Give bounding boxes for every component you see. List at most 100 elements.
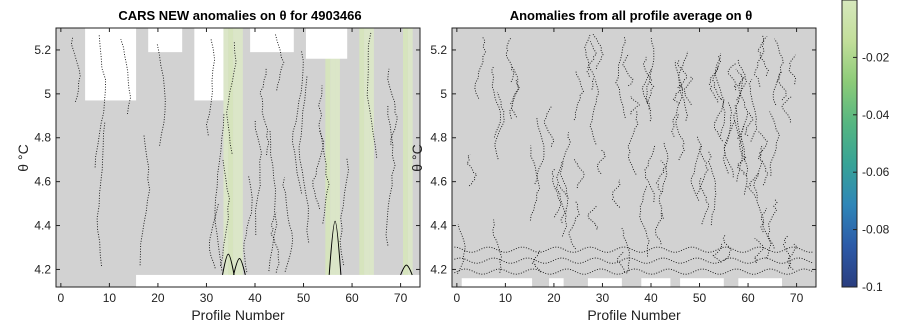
left-y-axis-label: θ °C <box>15 144 31 171</box>
right-dotted-contour <box>466 154 478 187</box>
right-missing-blocks <box>461 278 783 287</box>
left-y-tick-label: 4.6 <box>34 175 51 189</box>
left-green-column <box>228 28 234 287</box>
left-green-column <box>403 28 408 287</box>
right-dotted-contour <box>781 94 792 123</box>
left-x-tick-label: 50 <box>297 291 311 305</box>
left-x-tick-label: 60 <box>345 291 359 305</box>
left-dotted-contour <box>268 130 278 272</box>
left-green-column <box>223 28 229 287</box>
right-dotted-contour <box>529 145 541 221</box>
left-solid-contour <box>233 257 246 276</box>
right-dotted-contour <box>782 234 792 269</box>
right-y-ticks: 4.2 4.4 4.6 4.8 5 5.2 <box>430 43 816 276</box>
right-dotted-contour <box>574 159 585 189</box>
right-dotted-contour <box>735 77 746 161</box>
left-green-column <box>359 28 365 287</box>
left-dotted-contour <box>243 175 253 273</box>
left-dotted-contour <box>385 105 396 246</box>
left-y-tick-label: 4.2 <box>34 262 51 276</box>
right-missing-block <box>680 278 724 287</box>
right-dotted-contour <box>757 130 768 160</box>
right-dotted-contour <box>744 111 754 136</box>
right-dotted-contour <box>777 70 787 101</box>
left-missing-block <box>194 28 224 101</box>
right-y-tick-label: 5 <box>440 87 447 101</box>
left-dotted-contour <box>70 37 81 102</box>
right-dotted-band <box>454 268 814 275</box>
left-green-column <box>335 28 340 287</box>
left-green-column <box>364 28 370 287</box>
right-dotted-contour <box>586 41 598 77</box>
right-dotted-contour <box>712 243 723 263</box>
right-y-tick-label: 4.6 <box>430 175 447 189</box>
colorbar-tick-label: -0.08 <box>862 223 890 237</box>
right-dotted-contour <box>551 169 562 218</box>
left-dotted-contour <box>156 42 166 146</box>
right-dotted-contour <box>713 98 725 142</box>
left-green-column <box>325 28 331 287</box>
right-dotted-contour <box>707 150 717 226</box>
left-y-tick-label: 5.2 <box>34 43 51 57</box>
left-solid-contour <box>328 220 342 275</box>
right-dotted-contour <box>739 124 749 195</box>
left-panel: CARS NEW anomalies on θ for 4903466 0 10 2… <box>15 8 421 323</box>
left-axes-box <box>55 27 421 288</box>
right-dotted-contour <box>672 84 684 104</box>
right-dotted-contour <box>753 34 765 87</box>
left-dotted-contour <box>387 68 398 145</box>
right-x-tick-label: 50 <box>693 291 707 305</box>
left-x-tick-label: 40 <box>248 291 262 305</box>
right-dotted-contour <box>611 179 621 208</box>
right-dotted-contour <box>683 76 694 105</box>
right-dotted-contour <box>457 224 466 274</box>
right-dotted-contour <box>630 95 640 115</box>
left-heatmap-area <box>56 28 420 287</box>
left-dotted-contour <box>312 129 325 210</box>
right-dotted-contours <box>454 33 814 275</box>
right-y-tick-label: 4.4 <box>430 219 447 233</box>
right-heatmap-area <box>452 28 816 287</box>
left-green-column <box>330 28 336 287</box>
right-dotted-contour <box>671 60 684 137</box>
left-greenish-columns <box>223 28 413 287</box>
colorbar-tick-label: -0.1 <box>862 280 883 294</box>
left-y-tick-label: 4.8 <box>34 131 51 145</box>
right-dotted-contour <box>655 212 664 245</box>
right-dotted-contour <box>616 251 625 273</box>
right-dotted-contour <box>573 70 585 121</box>
left-x-tick-label: 10 <box>103 291 117 305</box>
right-dotted-contour <box>737 82 748 139</box>
left-green-column <box>238 28 243 287</box>
left-dotted-contour <box>298 76 310 243</box>
left-missing-block <box>305 28 348 59</box>
left-x-tick-label: 0 <box>58 291 65 305</box>
right-dotted-contour <box>474 35 487 99</box>
left-dotted-contour <box>275 34 285 91</box>
right-dotted-contour <box>655 160 666 193</box>
left-panel-title: CARS NEW anomalies on θ for 4903466 <box>118 8 361 23</box>
right-y-tick-label: 4.2 <box>430 262 447 276</box>
right-dotted-contour <box>510 78 520 118</box>
right-panel-title: Anomalies from all profile average on θ <box>510 8 753 23</box>
right-missing-block <box>587 278 622 287</box>
left-dotted-contour <box>259 68 270 156</box>
left-dotted-contour <box>254 120 262 235</box>
right-y-tick-label: 5.2 <box>430 43 447 57</box>
right-dotted-contour <box>733 105 744 182</box>
colorbar-tick-label: -0.06 <box>862 165 890 179</box>
left-y-tick-label: 4.4 <box>34 219 51 233</box>
left-x-tick-label: 70 <box>394 291 408 305</box>
right-x-tick-label: 20 <box>547 291 561 305</box>
right-dotted-contour <box>621 227 630 274</box>
right-dotted-contour <box>736 156 747 176</box>
right-dotted-contour <box>675 113 686 161</box>
left-dotted-contour <box>96 121 106 267</box>
right-missing-block <box>461 278 533 287</box>
right-dotted-contour <box>558 183 569 223</box>
colorbar-ticks: -0.02 -0.04 -0.06 -0.08 -0.1 <box>853 50 890 294</box>
right-dotted-contour <box>555 161 568 237</box>
left-green-column <box>233 28 238 287</box>
right-x-tick-label: 40 <box>644 291 658 305</box>
right-x-axis-label: Profile Number <box>587 307 681 323</box>
